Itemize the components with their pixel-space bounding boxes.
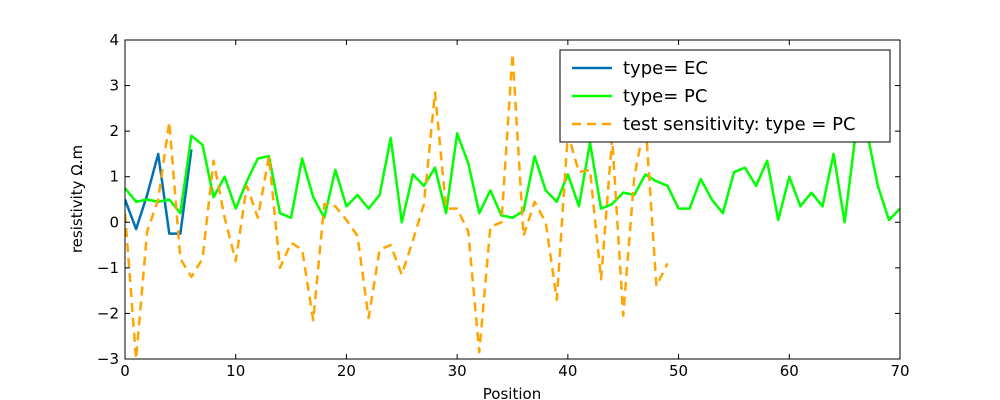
- x-tick-label: 40: [558, 362, 577, 380]
- legend-label-2: type= PC: [623, 86, 707, 107]
- legend-box: [559, 49, 891, 143]
- y-tick-label: −3: [97, 350, 119, 368]
- y-tick-label: 4: [109, 31, 119, 49]
- ticks-layer: 0 10 20 30 40 50 60 70 −3 −2 −1 0 1 2 3 4: [97, 31, 910, 380]
- series-line-1: [125, 149, 193, 235]
- y-tick-label: 0: [109, 213, 119, 231]
- series-line-2: [125, 129, 900, 224]
- legend-label-3: test sensitivity: type = PC: [623, 114, 856, 135]
- legend: type= EC type= PC test sensitivity: type =…: [559, 49, 891, 143]
- y-tick-label: 3: [109, 77, 119, 95]
- series-line-3: [125, 52, 669, 359]
- y-tick-label: −2: [97, 304, 119, 322]
- x-tick-label: 50: [669, 362, 688, 380]
- y-axis-label: resistivity Ω.m: [68, 145, 86, 253]
- legend-label-1: type= EC: [623, 58, 708, 79]
- plot-frame: [124, 39, 901, 360]
- x-tick-label: 10: [226, 362, 245, 380]
- y-tick-label: 1: [109, 168, 119, 186]
- x-tick-label: 0: [120, 362, 130, 380]
- y-tick-label: 2: [109, 122, 119, 140]
- series-layer: [125, 52, 900, 359]
- x-tick-label: 60: [780, 362, 799, 380]
- y-tick-label: −1: [97, 259, 119, 277]
- x-tick-label: 30: [448, 362, 467, 380]
- x-axis-label: Position: [483, 385, 541, 400]
- x-tick-label: 20: [337, 362, 356, 380]
- x-tick-label: 70: [890, 362, 909, 380]
